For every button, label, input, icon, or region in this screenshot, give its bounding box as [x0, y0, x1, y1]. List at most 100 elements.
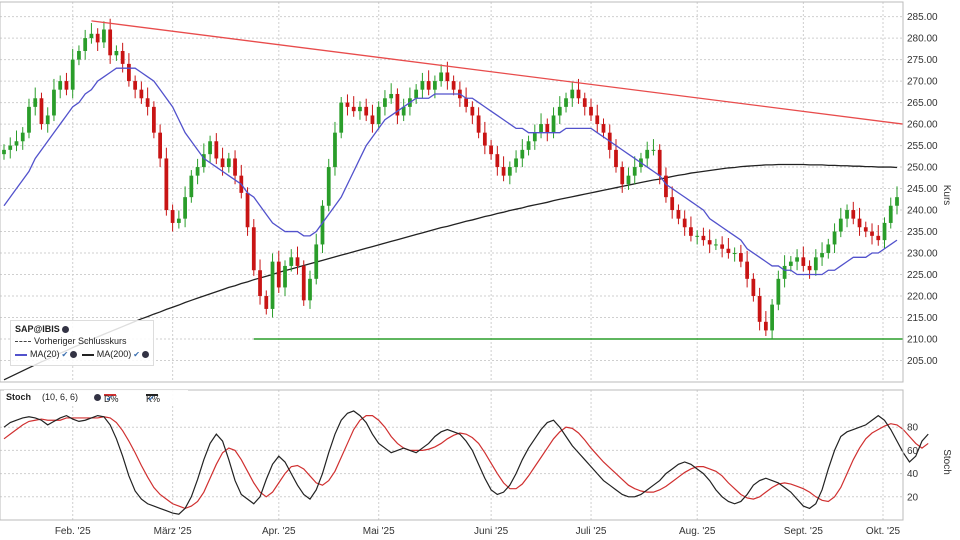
candle-body [170, 210, 175, 223]
price-tick-label: 210.00 [907, 335, 938, 346]
candle-body [507, 167, 512, 176]
candle-body [333, 132, 337, 168]
candle-body [745, 261, 750, 279]
candle-body [389, 93, 394, 99]
candle-body [807, 265, 812, 271]
stoch-legend: Stoch (10, 6, 6) D% ✔ K% ✔ [4, 390, 188, 404]
candle-body [470, 106, 475, 116]
legend-ma200: MA(200) [96, 349, 132, 359]
candle-body [77, 50, 81, 60]
candle-body [589, 106, 593, 116]
candle-body [539, 124, 543, 133]
candle-body [564, 98, 568, 107]
candle-body [164, 158, 169, 211]
candle-body [551, 115, 556, 133]
candle-body [58, 81, 63, 90]
candle-body [857, 218, 862, 228]
candle-body [682, 218, 687, 228]
candle-body [139, 89, 144, 99]
price-tick-label: 225.00 [907, 270, 938, 281]
candle-body [264, 296, 269, 309]
candle-body [295, 257, 300, 266]
price-tick-label: 250.00 [907, 163, 938, 174]
candle-body [102, 29, 106, 43]
candle-body [689, 227, 693, 236]
candle-body [738, 253, 743, 262]
candle-body [52, 89, 56, 116]
check-icon[interactable]: ✔ [61, 350, 69, 359]
price-tick-label: 260.00 [907, 120, 938, 131]
check-icon[interactable]: ✔ [133, 350, 140, 359]
candle-body [895, 197, 899, 206]
info-icon[interactable] [61, 326, 69, 334]
price-tick-label: 245.00 [907, 184, 938, 195]
candle-body [576, 89, 581, 99]
candle-body [670, 197, 675, 211]
candle-body [476, 115, 481, 133]
candle-body [882, 222, 887, 241]
candle-body [251, 227, 256, 271]
candle-body [158, 132, 163, 159]
stoch-panel-border [0, 389, 904, 521]
candle-body [176, 218, 181, 223]
candle-body [195, 167, 200, 176]
price-tick-label: 285.00 [907, 12, 938, 23]
candle-body [782, 265, 787, 279]
candle-body [220, 158, 225, 168]
info-icon[interactable] [70, 351, 78, 359]
candle-body [120, 50, 125, 64]
candle-body [401, 106, 406, 116]
ma200-line [3, 163, 898, 381]
x-tick-label: Juli '25 [576, 526, 607, 537]
candle-body [70, 59, 75, 90]
candle-body [445, 72, 450, 82]
candle-body [838, 218, 843, 232]
candle-body [464, 98, 468, 107]
candle-body [383, 98, 387, 107]
candle-body [64, 81, 69, 90]
stoch-axis-title: Stoch [941, 449, 952, 475]
candle-body [233, 158, 237, 176]
candle-body [351, 106, 356, 112]
candlesticks [2, 18, 899, 340]
price-tick-label: 230.00 [907, 249, 938, 260]
candle-body [863, 227, 868, 232]
stoch-name: Stoch [6, 392, 32, 402]
candle-body [127, 63, 131, 82]
price-legend: SAP@IBIS Vorheriger Schlusskurs MA(20) ✔ … [10, 320, 154, 366]
candle-body [795, 257, 799, 262]
candle-body [283, 265, 287, 288]
candle-body [770, 304, 774, 331]
price-panel-border [0, 1, 904, 383]
legend-symbol: SAP@IBIS [15, 324, 60, 334]
candle-body [114, 50, 119, 56]
check-icon[interactable]: ✔ [106, 394, 113, 403]
candle-body [614, 149, 618, 168]
candle-body [208, 141, 212, 155]
candle-body [763, 321, 768, 331]
d-swatch [104, 394, 116, 396]
check-icon[interactable]: ✔ [148, 394, 155, 403]
candle-body [314, 244, 319, 279]
info-icon[interactable] [94, 394, 101, 401]
legend-ma-row: MA(20) ✔ MA(200) ✔ [15, 349, 149, 359]
info-icon[interactable] [141, 351, 149, 359]
legend-ma20: MA(20) [30, 349, 60, 359]
candle-body [439, 72, 444, 82]
stoch-tick-label: 60 [907, 446, 919, 457]
candle-body [426, 81, 431, 90]
candle-body [320, 205, 325, 245]
candle-body [345, 102, 350, 107]
candle-body [720, 244, 725, 249]
trendlines [91, 20, 904, 340]
stoch-k-label: K% [146, 394, 161, 404]
candle-body [45, 115, 50, 125]
x-tick-label: Feb. '25 [55, 526, 91, 537]
candle-body [601, 124, 606, 133]
x-tick-label: Apr. '25 [262, 526, 296, 537]
candle-body [145, 98, 150, 107]
ma20-swatch [15, 353, 27, 356]
candle-body [108, 29, 113, 56]
candle-body [851, 210, 856, 219]
legend-prev-close-row: Vorheriger Schlusskurs [15, 336, 127, 346]
